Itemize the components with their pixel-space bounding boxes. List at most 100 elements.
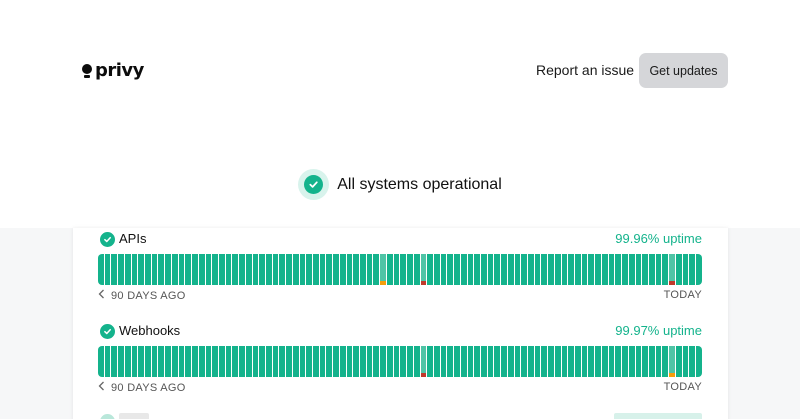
uptime-day-bar[interactable] (286, 346, 292, 377)
uptime-day-bar[interactable] (622, 346, 628, 377)
uptime-day-bar[interactable] (568, 254, 575, 285)
uptime-day-bar[interactable] (447, 346, 454, 377)
uptime-day-bar[interactable] (198, 254, 205, 285)
uptime-day-bar[interactable] (178, 346, 185, 377)
uptime-day-bar[interactable] (313, 346, 319, 377)
uptime-day-bar[interactable] (145, 346, 151, 377)
uptime-day-bar[interactable] (98, 254, 104, 285)
uptime-day-bar[interactable] (561, 346, 568, 377)
uptime-day-bar[interactable] (232, 346, 239, 377)
uptime-day-bar[interactable] (393, 254, 400, 285)
uptime-day-bar[interactable] (259, 254, 265, 285)
uptime-day-bar[interactable] (131, 254, 138, 285)
uptime-day-bar[interactable] (138, 254, 145, 285)
uptime-day-bar[interactable] (595, 346, 601, 377)
uptime-day-bar[interactable] (655, 346, 662, 377)
uptime-day-bar[interactable] (333, 254, 339, 285)
uptime-day-bar[interactable] (111, 254, 118, 285)
uptime-day-bar[interactable] (272, 254, 279, 285)
uptime-day-bar[interactable] (205, 346, 212, 377)
brand-logo[interactable]: privy (82, 60, 144, 81)
uptime-day-bar[interactable] (171, 346, 178, 377)
uptime-day-bar[interactable] (151, 346, 158, 377)
uptime-day-bar[interactable] (299, 346, 306, 377)
uptime-day-bar[interactable] (306, 346, 312, 377)
uptime-day-bar[interactable] (541, 346, 548, 377)
uptime-day-bar[interactable] (675, 346, 682, 377)
uptime-day-bar[interactable] (675, 254, 682, 285)
uptime-day-bar[interactable] (413, 346, 420, 377)
uptime-day-bar[interactable] (494, 254, 501, 285)
uptime-day-bar[interactable] (353, 346, 360, 377)
uptime-day-bar[interactable] (380, 254, 386, 285)
uptime-day-bar[interactable] (252, 254, 259, 285)
uptime-day-bar[interactable] (568, 346, 575, 377)
uptime-day-bar[interactable] (648, 346, 655, 377)
uptime-day-bar[interactable] (393, 346, 400, 377)
uptime-day-bar[interactable] (360, 254, 366, 285)
uptime-day-bar[interactable] (326, 254, 333, 285)
uptime-day-bar[interactable] (279, 346, 286, 377)
uptime-day-bar[interactable] (575, 346, 581, 377)
uptime-day-bar[interactable] (225, 254, 232, 285)
uptime-day-bar[interactable] (346, 254, 353, 285)
uptime-day-bar[interactable] (467, 254, 474, 285)
uptime-day-bar[interactable] (628, 346, 635, 377)
uptime-day-bar[interactable] (178, 254, 185, 285)
uptime-day-bar[interactable] (447, 254, 454, 285)
uptime-day-bar[interactable] (480, 346, 487, 377)
uptime-day-bar[interactable] (460, 254, 467, 285)
uptime-day-bar[interactable] (601, 254, 608, 285)
uptime-day-bar[interactable] (138, 346, 145, 377)
uptime-day-bar[interactable] (528, 346, 534, 377)
uptime-day-bar[interactable] (366, 254, 373, 285)
uptime-day-bar[interactable] (232, 254, 239, 285)
uptime-day-bar[interactable] (212, 346, 218, 377)
uptime-day-bar[interactable] (386, 254, 393, 285)
uptime-day-bar[interactable] (689, 254, 695, 285)
uptime-day-bar[interactable] (554, 254, 561, 285)
uptime-day-bar[interactable] (635, 346, 642, 377)
uptime-day-bar[interactable] (407, 254, 413, 285)
uptime-day-bar[interactable] (279, 254, 286, 285)
uptime-day-bar[interactable] (353, 254, 360, 285)
uptime-day-bar[interactable] (185, 346, 192, 377)
uptime-day-bar[interactable] (313, 254, 319, 285)
uptime-day-bar[interactable] (198, 346, 205, 377)
uptime-day-bar[interactable] (642, 346, 648, 377)
chevron-left-icon[interactable] (98, 289, 105, 302)
uptime-day-bar[interactable] (427, 254, 433, 285)
uptime-day-bar[interactable] (615, 346, 622, 377)
uptime-day-bar[interactable] (427, 346, 433, 377)
uptime-day-bar[interactable] (521, 254, 527, 285)
uptime-day-bar[interactable] (521, 346, 527, 377)
uptime-day-bar[interactable] (373, 254, 380, 285)
uptime-day-bar[interactable] (695, 346, 702, 377)
uptime-day-bar[interactable] (601, 346, 608, 377)
uptime-day-bar[interactable] (205, 254, 212, 285)
uptime-day-bar[interactable] (440, 346, 447, 377)
uptime-day-bar[interactable] (252, 346, 259, 377)
uptime-day-bar[interactable] (366, 346, 373, 377)
uptime-day-bar[interactable] (218, 346, 225, 377)
uptime-day-bar[interactable] (588, 254, 595, 285)
uptime-day-bar[interactable] (635, 254, 642, 285)
uptime-day-bar[interactable] (373, 346, 380, 377)
uptime-day-bar[interactable] (487, 346, 494, 377)
uptime-day-bar[interactable] (433, 254, 440, 285)
report-issue-link[interactable]: Report an issue (536, 62, 635, 78)
uptime-day-bar[interactable] (608, 346, 615, 377)
uptime-day-bar[interactable] (185, 254, 192, 285)
uptime-day-bar[interactable] (534, 254, 541, 285)
uptime-day-bar[interactable] (655, 254, 662, 285)
uptime-day-bar[interactable] (192, 346, 198, 377)
uptime-day-bar[interactable] (98, 346, 104, 377)
uptime-day-bar[interactable] (165, 254, 171, 285)
uptime-day-bar[interactable] (433, 346, 440, 377)
uptime-day-bar[interactable] (595, 254, 601, 285)
uptime-day-bar[interactable] (333, 346, 339, 377)
uptime-day-bar[interactable] (339, 254, 346, 285)
uptime-day-bar[interactable] (440, 254, 447, 285)
uptime-day-bar[interactable] (265, 346, 272, 377)
uptime-day-bar[interactable] (501, 254, 507, 285)
